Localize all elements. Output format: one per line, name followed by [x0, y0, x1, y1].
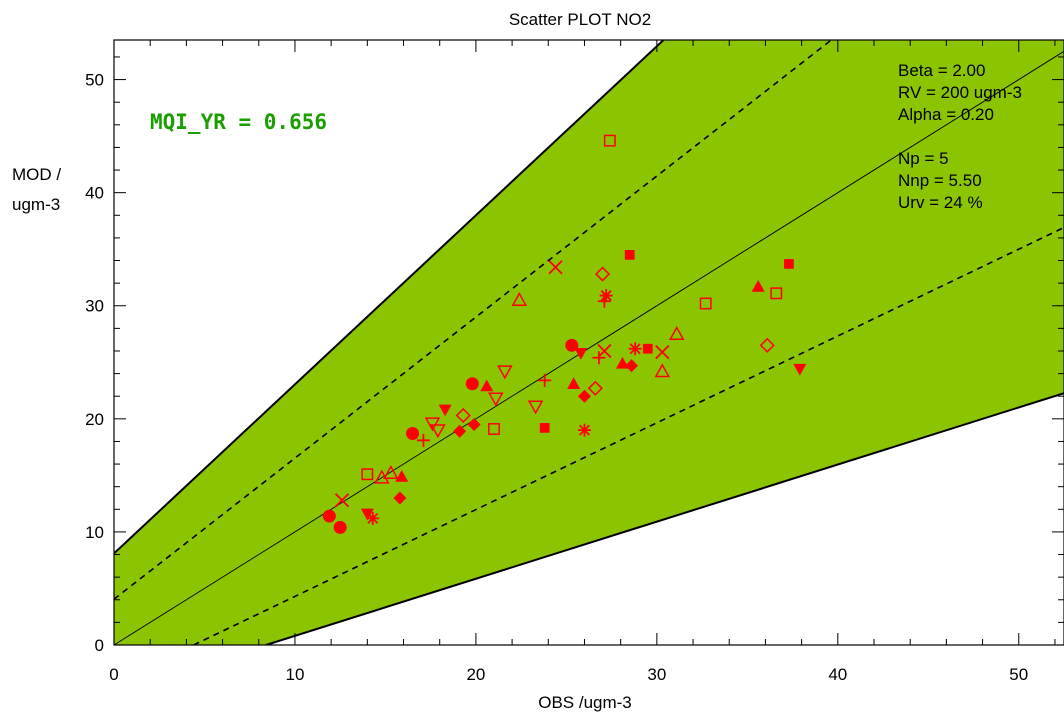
stat-alpha: Alpha = 0.20 [898, 105, 994, 124]
point-triangle-up-filled [480, 379, 494, 392]
point-triangle-down-open [424, 417, 441, 432]
point-square-filled [784, 259, 794, 269]
point-diamond-filled [453, 424, 467, 438]
data-points [322, 134, 807, 534]
point-asterisk [577, 423, 591, 437]
point-x [334, 493, 350, 508]
x-tick-label: 20 [466, 665, 485, 684]
point-circle-filled [322, 509, 336, 523]
point-triangle-up-open [668, 325, 685, 340]
point-triangle-down-open [488, 392, 504, 407]
band-fill [114, 40, 1064, 645]
point-triangle-up-open [511, 292, 528, 307]
y-tick-label: 40 [85, 184, 104, 203]
point-diamond-open [595, 266, 611, 282]
x-axis-label: OBS /ugm-3 [538, 693, 632, 712]
point-triangle-down-filled [574, 348, 588, 360]
y-tick-label: 10 [85, 523, 104, 542]
point-triangle-down-open [497, 365, 513, 380]
point-square-filled [539, 423, 550, 433]
point-triangle-up-filled [567, 377, 581, 389]
reference-lines [114, 40, 1064, 645]
point-square-open [770, 287, 783, 300]
y-tick-label: 30 [85, 297, 104, 316]
point-triangle-down-open [527, 400, 544, 415]
point-triangle-up-filled [615, 356, 629, 369]
point-diamond-filled [467, 417, 481, 431]
point-x [548, 260, 563, 275]
point-square-open [603, 134, 616, 147]
axis-ticks [113, 40, 1064, 646]
y-axis-label-line1: MOD / [12, 165, 61, 184]
point-square-filled [642, 343, 653, 354]
point-triangle-down-filled [438, 404, 452, 417]
chart-title: Scatter PLOT NO2 [509, 10, 651, 29]
x-tick-label: 40 [828, 665, 847, 684]
point-asterisk [366, 511, 380, 525]
stat-beta: Beta = 2.00 [898, 61, 985, 80]
point-square-open [699, 297, 712, 310]
point-circle-filled [465, 377, 479, 391]
y-axis-label-line2: ugm-3 [12, 195, 60, 214]
y-tick-label: 20 [85, 410, 104, 429]
stats-annotation: Beta = 2.00 RV = 200 ugm-3 Alpha = 0.20 … [898, 61, 1022, 212]
point-asterisk [599, 289, 613, 303]
x-tick-label: 0 [109, 665, 118, 684]
point-circle-filled [333, 520, 347, 534]
band-lower-edge [265, 392, 1064, 645]
point-diamond-open [455, 407, 471, 423]
point-diamond-open [759, 337, 775, 353]
point-plus [592, 351, 606, 365]
y-tick-label: 50 [85, 71, 104, 90]
point-square-filled [624, 249, 635, 260]
point-triangle-up-open [654, 363, 671, 378]
point-triangle-up-filled [751, 280, 765, 292]
point-triangle-down-open [430, 424, 446, 439]
stat-np: Np = 5 [898, 149, 949, 168]
inner-lower-dashed-line [193, 226, 1064, 645]
point-triangle-down-filled [793, 363, 807, 376]
x-tick-label: 10 [285, 665, 304, 684]
y-tick-label: 0 [95, 636, 104, 655]
point-asterisk [628, 342, 642, 356]
point-diamond-filled [577, 389, 591, 403]
point-diamond-open [587, 380, 603, 396]
point-square-open [361, 468, 374, 481]
point-diamond-filled [625, 359, 639, 373]
x-tick-label: 50 [1009, 665, 1028, 684]
band-upper-edge [114, 40, 665, 555]
y-tick-labels: 0 10 20 30 40 50 [85, 71, 104, 655]
point-x [655, 344, 670, 360]
stat-nnp: Nnp = 5.50 [898, 171, 982, 190]
point-plus [538, 373, 552, 387]
inner-upper-dashed-line [114, 40, 833, 600]
point-triangle-down-filled [360, 508, 374, 521]
point-circle-filled [406, 427, 420, 441]
point-diamond-filled [393, 491, 407, 505]
x-tick-labels: 0 10 20 30 40 50 [109, 665, 1028, 684]
point-square-open [488, 423, 500, 435]
point-x [597, 343, 612, 359]
point-triangle-up-open [383, 465, 399, 480]
tolerance-band [114, 40, 1064, 645]
point-plus [416, 433, 430, 447]
mqi-annotation: MQI_YR = 0.656 [150, 110, 327, 134]
plot-frame [113, 39, 1064, 646]
stat-urv: Urv = 24 % [898, 193, 983, 212]
x-tick-label: 30 [647, 665, 666, 684]
stat-rv: RV = 200 ugm-3 [898, 83, 1022, 102]
one-to-one-line [114, 50, 1064, 645]
